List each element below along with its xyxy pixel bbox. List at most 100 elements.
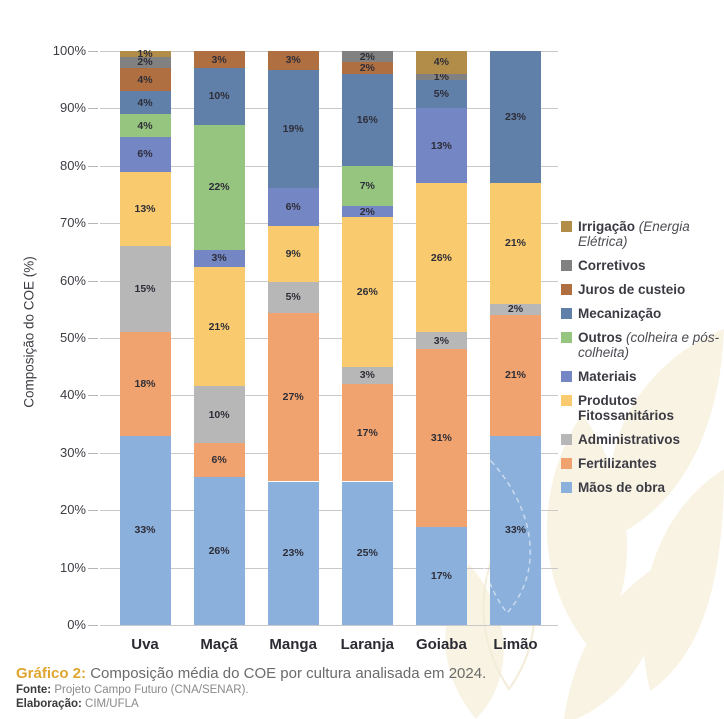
bar-segment-administrativos-limao xyxy=(490,303,541,316)
legend-item-irrigacao: Irrigação (Energia Elétrica) xyxy=(561,219,723,249)
bar-segment-mecanizacao-limao xyxy=(490,51,541,184)
bar-segment-irrigacao-energia-eletrica-uva xyxy=(119,51,171,57)
bar-segment-maos-de-obra-maca xyxy=(193,477,245,625)
x-axis-label-goiaba: Goiaba xyxy=(415,636,467,653)
legend-label: Produtos Fitossanitários xyxy=(578,393,675,423)
legend-label: Corretivos xyxy=(578,258,646,273)
legend-item-maos-de-obra: Mãos de obra xyxy=(561,480,723,495)
segment-value-label: 26% xyxy=(356,285,378,298)
bar-segment-maos-de-obra-manga xyxy=(267,481,319,625)
bar-segment-corretivos-goiaba xyxy=(415,73,467,80)
y-tick-mark xyxy=(88,510,98,512)
segment-value-label: 4% xyxy=(137,73,153,86)
segment-value-label: 27% xyxy=(282,391,304,404)
segment-value-label: 7% xyxy=(359,179,375,192)
bar-segment-outros-colheira-e-pos-colheita-uva xyxy=(119,114,171,138)
y-tick-label: 60% xyxy=(59,272,86,288)
legend-item-materiais: Materiais xyxy=(561,369,723,384)
segment-value-label: 21% xyxy=(504,237,527,250)
bar-segment-materiais-maca xyxy=(193,249,245,267)
legend-swatch-irrigacao xyxy=(561,221,572,232)
bar-segment-administrativos-uva xyxy=(119,246,171,333)
y-tick-label: 40% xyxy=(59,387,86,403)
segment-value-label: 22% xyxy=(208,181,230,194)
legend-label: Mecanização xyxy=(578,306,662,321)
segment-value-label: 5% xyxy=(285,291,301,304)
segment-value-label: 13% xyxy=(430,139,452,152)
legend-label: Fertilizantes xyxy=(578,456,657,471)
bar-segment-materiais-uva xyxy=(119,137,171,172)
bar-segment-corretivos-uva xyxy=(119,56,171,69)
bar-segment-fertilizantes-uva xyxy=(119,332,171,436)
x-axis-label-laranja: Laranja xyxy=(340,636,394,653)
y-tick-mark xyxy=(88,625,98,626)
legend-label: Materiais xyxy=(578,369,637,384)
caption-source: Fonte: Projeto Campo Futuro (CNA/SENAR). xyxy=(16,683,636,697)
segment-value-label: 6% xyxy=(211,453,227,466)
segment-value-label: 33% xyxy=(504,524,527,537)
bar-segment-maos-de-obra-laranja xyxy=(341,481,393,625)
y-tick-mark xyxy=(88,567,98,569)
segment-value-label: 13% xyxy=(134,202,156,215)
x-axis-label-manga: Manga xyxy=(269,636,317,653)
segment-value-label: 2% xyxy=(507,303,524,316)
y-tick-mark xyxy=(88,165,98,167)
segment-value-label: 3% xyxy=(359,369,375,382)
segment-value-label: 16% xyxy=(356,113,378,126)
gridline xyxy=(100,567,558,569)
bar-segment-juros-de-custeio-manga xyxy=(267,51,319,70)
legend-swatch-juros-de-custeio xyxy=(561,284,572,295)
bar-segment-materiais-laranja xyxy=(341,205,393,218)
chart-legend: Irrigação (Energia Elétrica) Corretivos Ju… xyxy=(561,219,723,495)
legend-item-fertilizantes: Fertilizantes xyxy=(561,456,723,471)
segment-value-label: 33% xyxy=(134,524,156,537)
y-tick-label: 20% xyxy=(59,502,86,518)
segment-value-label: 6% xyxy=(137,148,153,161)
legend-item-produtos-fitossanitarios: Produtos Fitossanitários xyxy=(561,393,723,423)
legend-swatch-produtos-fitossanitarios xyxy=(561,395,572,406)
segment-value-label: 2% xyxy=(137,56,153,69)
y-tick-label: 0% xyxy=(67,617,86,632)
bar-segment-administrativos-manga xyxy=(267,281,319,314)
bar-segment-mecanizacao-maca xyxy=(193,68,245,125)
segment-value-label: 2% xyxy=(359,205,375,218)
y-tick-mark xyxy=(88,223,98,225)
legend-swatch-maos-de-obra xyxy=(561,482,572,493)
caption-title-label: Gráfico 2: xyxy=(16,665,87,682)
bar-segment-juros-de-custeio-uva xyxy=(119,68,171,92)
segment-value-label: 23% xyxy=(504,110,527,123)
gridline xyxy=(100,108,558,110)
y-tick-label: 90% xyxy=(59,100,86,116)
bar-segment-administrativos-goiaba xyxy=(415,332,467,350)
chart-caption: Gráfico 2: Composição média do COE por c… xyxy=(16,665,636,711)
segment-value-label: 26% xyxy=(430,251,452,264)
legend-item-administrativos: Administrativos xyxy=(561,432,723,447)
segment-value-label: 4% xyxy=(137,119,153,132)
bar-segment-maos-de-obra-uva xyxy=(119,435,171,625)
y-tick-mark xyxy=(88,51,98,52)
legend-item-juros-de-custeio: Juros de custeio xyxy=(561,282,723,297)
y-tick-mark xyxy=(88,395,98,397)
legend-swatch-fertilizantes xyxy=(561,458,572,469)
legend-swatch-mecanizacao xyxy=(561,308,572,319)
segment-value-label: 3% xyxy=(285,54,301,67)
legend-swatch-materiais xyxy=(561,371,572,382)
bar-segment-fertilizantes-manga xyxy=(267,313,319,482)
bar-segment-produtos-fitossanitarios-manga xyxy=(267,225,319,282)
bar-segment-irrigacao-energia-eletrica-goiaba xyxy=(415,51,467,74)
y-tick-label: 10% xyxy=(59,559,86,575)
bar-segment-maos-de-obra-goiaba xyxy=(415,527,467,625)
legend-label: Irrigação (Energia Elétrica) xyxy=(578,219,690,249)
segment-value-label: 3% xyxy=(433,334,449,347)
bar-segment-administrativos-laranja xyxy=(341,366,393,384)
legend-label: Outros (colheira e pós-colheita) xyxy=(578,330,720,360)
segment-value-label: 9% xyxy=(285,247,301,260)
bar-segment-mecanizacao-goiaba xyxy=(415,79,467,109)
segment-value-label: 10% xyxy=(208,90,230,103)
legend-swatch-administrativos xyxy=(561,434,572,445)
legend-swatch-outros xyxy=(561,332,572,343)
y-tick-mark xyxy=(88,108,98,110)
legend-label: Juros de custeio xyxy=(578,282,686,297)
